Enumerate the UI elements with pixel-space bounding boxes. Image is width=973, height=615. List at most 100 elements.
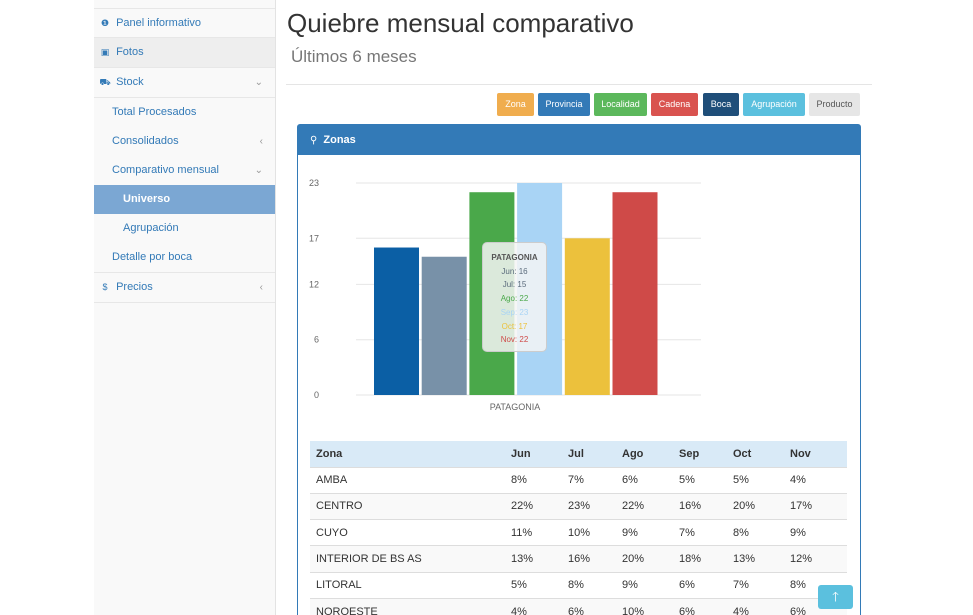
table-row: CENTRO 22% 23% 22% 16% 20% 17% (310, 492, 847, 520)
value-cell: 9% (784, 519, 847, 546)
tooltip-line: Nov: 22 (500, 335, 529, 345)
tooltip-line: Sep: 23 (500, 307, 529, 317)
sidebar-item-consolidados[interactable]: Consolidados ‹ (94, 127, 275, 156)
sidebar-item-stock[interactable]: ⛟ Stock ⌄ (94, 68, 275, 98)
value-cell: 20% (616, 545, 673, 573)
value-cell: 5% (505, 571, 562, 599)
sidebar-item-precios[interactable]: $ Precios ‹ (94, 273, 275, 303)
chart-bars (374, 183, 658, 395)
x-tick-label: PATAGONIA (490, 402, 541, 412)
arrow-up-icon: 🡑 (832, 589, 839, 604)
filter-cadena-button[interactable]: Cadena (651, 93, 698, 116)
sidebar-item-fotos[interactable]: ▣ Fotos (94, 38, 275, 68)
value-cell: 7% (727, 571, 784, 599)
filter-localidad-button[interactable]: Localidad (594, 93, 647, 116)
sidebar-item-comparativo[interactable]: Comparativo mensual ⌄ (94, 156, 275, 185)
column-header: Oct (727, 441, 784, 467)
y-tick-label: 23 (309, 178, 319, 188)
value-cell: 6% (673, 597, 727, 615)
tooltip-line: Jun: 16 (501, 266, 528, 276)
sidebar: ❶ Panel informativo ▣ Fotos ⛟ Stock ⌄ To… (94, 0, 276, 615)
value-cell: 18% (673, 545, 727, 573)
value-cell: 8% (505, 466, 562, 494)
zona-cell: AMBA (310, 466, 505, 494)
filter-boca-button[interactable]: Boca (703, 93, 739, 116)
sidebar-item-agrupacion[interactable]: Agrupación (123, 222, 179, 234)
value-cell: 6% (673, 571, 727, 599)
zona-cell: NOROESTE (310, 597, 505, 615)
y-tick-label: 17 (309, 233, 319, 243)
zona-cell: INTERIOR DE BS AS (310, 545, 505, 573)
value-cell: 22% (505, 492, 562, 520)
sidebar-item-label: Comparativo mensual (112, 164, 219, 176)
filter-agrupacion-button[interactable]: Agrupación (743, 93, 805, 116)
scroll-to-top-button[interactable]: 🡑 (818, 585, 853, 609)
value-cell: 10% (562, 519, 616, 546)
tooltip-title: PATAGONIA (491, 253, 538, 262)
bar-jul[interactable] (421, 256, 467, 395)
value-cell: 12% (784, 545, 847, 573)
bar-chart: 23 17 12 6 0 PATAGONIA (309, 178, 701, 412)
value-cell: 5% (727, 466, 784, 494)
bar-oct[interactable] (564, 238, 610, 395)
table-row: CUYO 11% 10% 9% 7% 8% 9% (310, 519, 847, 546)
cart-icon: ⛟ (99, 77, 111, 87)
value-cell: 23% (562, 492, 616, 520)
value-cell: 11% (505, 519, 562, 546)
value-cell: 9% (616, 571, 673, 599)
y-tick-label: 0 (314, 390, 319, 400)
value-cell: 16% (562, 545, 616, 573)
value-cell: 9% (616, 519, 673, 546)
value-cell: 20% (727, 492, 784, 520)
zona-cell: CENTRO (310, 492, 505, 520)
sidebar-item-panel[interactable]: ❶ Panel informativo (94, 8, 275, 38)
sidebar-item-label: Precios (116, 281, 153, 293)
y-tick-label: 12 (309, 279, 319, 289)
table-header-row: Zona Jun Jul Ago Sep Oct Nov (310, 441, 847, 467)
filter-provincia-button[interactable]: Provincia (538, 93, 590, 116)
chevron-left-icon: ‹ (259, 136, 263, 147)
sidebar-item-universo[interactable]: Universo (94, 185, 275, 214)
value-cell: 4% (727, 597, 784, 615)
bar-jun[interactable] (374, 247, 419, 395)
column-header: Ago (616, 441, 673, 467)
value-cell: 7% (673, 519, 727, 546)
panel-title: Zonas (323, 134, 356, 146)
filter-zona-button[interactable]: Zona (497, 93, 534, 116)
value-cell: 4% (505, 597, 562, 615)
filter-producto-button[interactable]: Producto (809, 93, 860, 116)
sidebar-item-label: Panel informativo (116, 17, 202, 29)
tooltip-line: Jul: 15 (502, 280, 527, 290)
table-row: LITORAL 5% 8% 9% 6% 7% 8% (310, 571, 847, 599)
value-cell: 6% (562, 597, 616, 615)
sidebar-item-label: Stock (116, 76, 144, 88)
zona-cell: CUYO (310, 519, 505, 546)
column-header: Sep (673, 441, 727, 467)
value-cell: 8% (562, 571, 616, 599)
page-subtitle: Últimos 6 meses (291, 47, 417, 66)
table-row: AMBA 8% 7% 6% 5% 5% 4% (310, 466, 847, 494)
value-cell: 16% (673, 492, 727, 520)
camera-icon: ▣ (100, 47, 110, 57)
tooltip-line: Ago: 22 (500, 294, 529, 304)
y-tick-label: 6 (314, 335, 319, 345)
column-header: Nov (784, 441, 847, 467)
value-cell: 7% (562, 466, 616, 494)
value-cell: 17% (784, 492, 847, 520)
value-cell: 22% (616, 492, 673, 520)
value-cell: 10% (616, 597, 673, 615)
info-icon: ❶ (100, 18, 110, 28)
y-axis: 23 17 12 6 0 (309, 178, 319, 400)
table-row: NOROESTE 4% 6% 10% 6% 4% 6% (310, 597, 847, 615)
sidebar-item-total-procesados[interactable]: Total Procesados (112, 106, 197, 118)
dollar-icon: $ (102, 282, 108, 292)
tooltip-line: Oct: 17 (501, 321, 528, 331)
sidebar-item-detalle[interactable]: Detalle por boca (94, 243, 275, 273)
column-header: Jun (505, 441, 562, 467)
chart-tooltip: PATAGONIA Jun: 16 Jul: 15 Ago: 22 Sep: 2… (482, 242, 547, 352)
value-cell: 5% (673, 466, 727, 494)
page-title: Quiebre mensual comparativo (287, 8, 634, 38)
bar-nov[interactable] (612, 192, 658, 395)
map-marker-icon: ⚲ (310, 135, 318, 146)
